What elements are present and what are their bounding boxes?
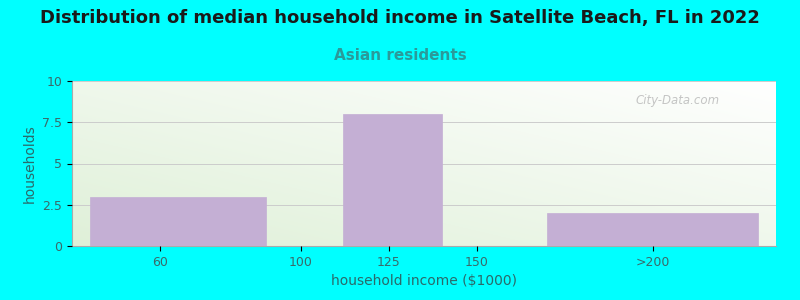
X-axis label: household income ($1000): household income ($1000) (331, 274, 517, 288)
Text: Asian residents: Asian residents (334, 48, 466, 63)
Bar (90, 196, 266, 246)
Y-axis label: households: households (22, 124, 37, 203)
Text: Distribution of median household income in Satellite Beach, FL in 2022: Distribution of median household income … (40, 9, 760, 27)
Bar (343, 114, 442, 246)
Bar (547, 213, 758, 246)
Text: City-Data.com: City-Data.com (635, 94, 719, 107)
